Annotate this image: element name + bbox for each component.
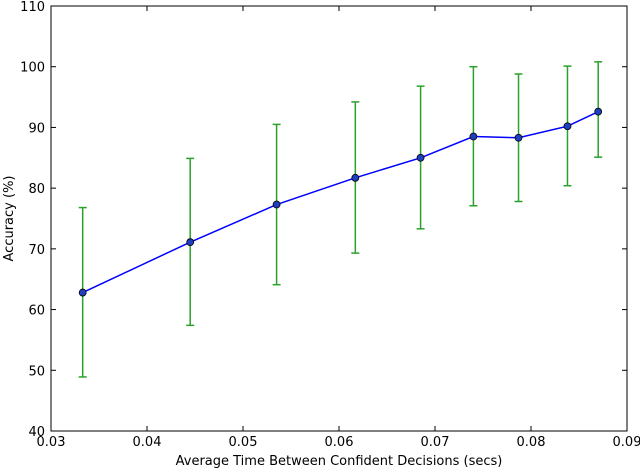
data-point bbox=[514, 133, 523, 142]
y-tick-label: 60 bbox=[28, 304, 45, 319]
y-tick-label: 70 bbox=[28, 243, 45, 258]
data-point bbox=[78, 288, 87, 297]
data-point bbox=[594, 107, 603, 116]
data-point bbox=[351, 173, 360, 182]
x-tick-label: 0.04 bbox=[133, 435, 162, 450]
x-tick-label: 0.08 bbox=[517, 435, 546, 450]
data-point bbox=[272, 200, 281, 209]
y-tick-label: 50 bbox=[28, 364, 45, 379]
y-tick-label: 80 bbox=[28, 182, 45, 197]
plot-frame bbox=[50, 5, 628, 432]
x-tick-label: 0.06 bbox=[325, 435, 354, 450]
y-tick-label: 100 bbox=[20, 61, 45, 76]
data-point bbox=[416, 153, 425, 162]
y-tick-label: 110 bbox=[20, 0, 45, 15]
x-axis-label: Average Time Between Confident Decisions… bbox=[176, 454, 503, 469]
x-tick-label: 0.09 bbox=[613, 435, 640, 450]
x-tick-label: 0.05 bbox=[229, 435, 258, 450]
plot-area bbox=[78, 61, 603, 378]
data-point bbox=[469, 132, 478, 141]
y-axis-label: Accuracy (%) bbox=[2, 176, 17, 262]
y-tick-label: 40 bbox=[28, 425, 45, 440]
x-tick-label: 0.07 bbox=[421, 435, 450, 450]
x-tick-label: 0.03 bbox=[37, 435, 66, 450]
data-point bbox=[186, 238, 195, 247]
axis-ticks: 0.03 0.04 0.05 0.06 0.07 0.08 0.09 40 50 60 70 80 90… bbox=[20, 0, 640, 450]
data-point bbox=[563, 122, 572, 131]
y-tick-label: 90 bbox=[28, 121, 45, 136]
